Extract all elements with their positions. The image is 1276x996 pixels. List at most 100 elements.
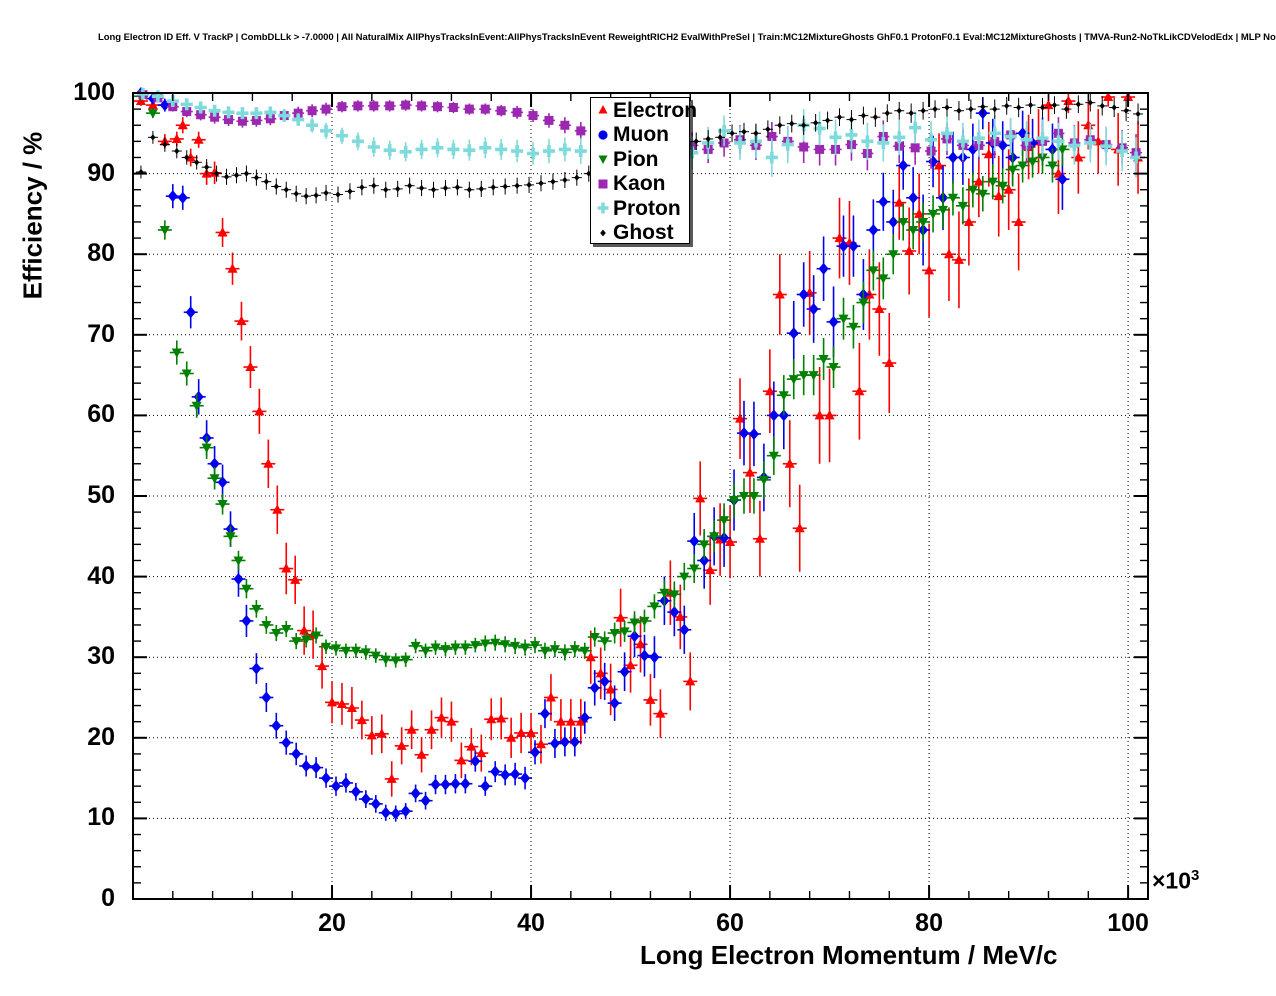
marker-triangle-down-icon	[1047, 161, 1058, 172]
marker-square-icon	[224, 115, 234, 125]
marker-diamond-icon	[177, 191, 188, 204]
marker-diamond-icon	[450, 777, 461, 790]
series-ghost	[135, 93, 1144, 205]
marker-diamond-icon	[331, 780, 341, 793]
cross-icon	[594, 199, 612, 217]
marker-square-icon	[560, 120, 570, 130]
marker-cross-icon	[1004, 130, 1017, 143]
marker-triangle-down-icon	[450, 643, 461, 654]
legend-entry-pion[interactable]: Pion	[591, 147, 689, 172]
marker-cross-icon	[495, 143, 508, 156]
marker-triangle-up-icon	[824, 409, 835, 420]
marker-triangle-down-icon	[599, 637, 610, 647]
marker-diamond-icon	[380, 806, 391, 819]
legend-entry-proton[interactable]: Proton	[591, 196, 689, 221]
marker-triangle-down-icon	[201, 443, 212, 454]
marker-triangle-down-icon	[530, 641, 541, 651]
marker-triangle-up-icon	[943, 248, 954, 259]
marker-diamond-icon	[390, 807, 401, 820]
marker-triangle-down-icon	[888, 250, 899, 260]
marker-dot-icon	[538, 180, 544, 187]
marker-triangle-up-icon	[934, 160, 945, 170]
marker-triangle-up-icon	[1013, 216, 1024, 226]
marker-triangle-up-icon	[1103, 91, 1114, 102]
marker-triangle-down-icon	[390, 656, 401, 666]
y-tick-label: 0	[101, 884, 115, 912]
marker-dot-icon	[586, 170, 592, 177]
marker-diamond-icon	[768, 409, 779, 422]
marker-dot-icon	[932, 105, 938, 113]
marker-triangle-down-icon	[225, 532, 236, 542]
marker-square-icon	[265, 114, 275, 124]
marker-diamond-icon	[261, 691, 272, 704]
marker-dot-icon	[944, 104, 950, 111]
legend-entry-kaon[interactable]: Kaon	[591, 172, 689, 197]
y-tick-label: 10	[87, 803, 115, 832]
y-tick-label: 70	[87, 319, 115, 348]
marker-triangle-down-icon	[233, 556, 244, 566]
triangle-down-icon	[594, 150, 612, 168]
marker-dot-icon	[1111, 104, 1117, 111]
marker-triangle-down-icon	[410, 641, 421, 652]
marker-triangle-down-icon	[719, 516, 730, 526]
marker-dot-icon	[223, 173, 230, 181]
y-tick-label: 80	[87, 239, 115, 268]
marker-dot-icon	[213, 170, 220, 177]
marker-cross-icon	[845, 128, 858, 141]
marker-dot-icon	[777, 122, 783, 129]
marker-cross-icon	[813, 122, 826, 135]
marker-diamond-icon	[510, 768, 521, 781]
marker-cross-icon	[1036, 132, 1049, 145]
marker-diamond-icon	[350, 785, 361, 798]
marker-triangle-up-icon	[263, 458, 274, 468]
marker-square-icon	[196, 110, 206, 120]
marker-cross-icon	[447, 143, 460, 156]
legend-entry-muon[interactable]: Muon	[591, 123, 689, 148]
legend-entry-electron[interactable]: Electron	[591, 98, 697, 123]
marker-dot-icon	[908, 109, 914, 117]
marker-triangle-down-icon	[191, 401, 202, 412]
marker-dot-icon	[273, 183, 279, 190]
marker-cross-icon	[686, 146, 699, 159]
marker-dot-icon	[968, 105, 974, 113]
marker-cross-icon	[166, 95, 179, 108]
marker-diamond-icon	[609, 697, 620, 710]
marker-triangle-down-icon	[217, 500, 228, 510]
marker-triangle-up-icon	[436, 712, 447, 722]
marker-triangle-up-icon	[426, 724, 437, 734]
marker-triangle-down-icon	[301, 635, 312, 645]
marker-triangle-down-icon	[768, 451, 779, 462]
marker-triangle-down-icon	[957, 201, 968, 212]
marker-diamond-icon	[311, 761, 322, 774]
marker-triangle-up-icon	[884, 357, 895, 368]
marker-triangle-up-icon	[834, 232, 845, 243]
marker-diamond-icon	[669, 606, 680, 619]
marker-diamond-icon	[748, 427, 759, 440]
marker-triangle-down-icon	[579, 646, 590, 657]
marker-triangle-up-icon	[535, 738, 546, 749]
marker-triangle-down-icon	[798, 371, 809, 381]
marker-triangle-up-icon	[914, 208, 925, 218]
marker-dot-icon	[1051, 101, 1058, 109]
marker-cross-icon	[893, 131, 906, 144]
marker-diamond-icon	[629, 630, 640, 643]
x-axis-title: Long Electron Momentum / MeV/c	[640, 940, 1058, 970]
marker-cross-icon	[383, 144, 396, 157]
marker-square-icon	[544, 115, 554, 125]
marker-triangle-down-icon	[147, 109, 158, 119]
marker-triangle-down-icon	[848, 322, 859, 333]
marker-square-icon	[464, 104, 474, 114]
legend-entry-ghost[interactable]: Ghost	[591, 221, 689, 246]
marker-diamond-icon	[619, 665, 630, 678]
diamond-icon	[594, 126, 612, 144]
marker-dot-icon	[1039, 104, 1046, 111]
marker-diamond-icon	[559, 735, 570, 748]
marker-diamond-icon	[798, 288, 809, 301]
marker-square-icon	[401, 100, 411, 110]
y-tick-label: 100	[73, 78, 115, 106]
marker-triangle-down-icon	[1027, 157, 1038, 168]
legend-label: Pion	[613, 147, 659, 171]
marker-triangle-down-icon	[261, 620, 272, 631]
marker-cross-icon	[781, 138, 794, 151]
marker-diamond-icon	[699, 554, 710, 567]
